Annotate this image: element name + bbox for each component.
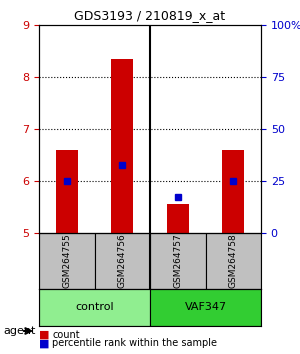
Title: GDS3193 / 210819_x_at: GDS3193 / 210819_x_at [74,9,226,22]
Text: control: control [75,302,114,312]
Text: VAF347: VAF347 [184,302,226,312]
Text: GSM264758: GSM264758 [229,234,238,288]
Bar [111,59,133,233]
Text: GSM264755: GSM264755 [62,234,71,288]
FancyBboxPatch shape [150,289,261,326]
Text: agent: agent [3,326,35,336]
FancyBboxPatch shape [94,233,150,289]
Bar [167,205,189,233]
FancyBboxPatch shape [39,289,150,326]
Bar [56,150,78,233]
Text: percentile rank within the sample: percentile rank within the sample [52,338,218,348]
Text: GSM264757: GSM264757 [173,234,182,288]
Text: count: count [52,330,80,339]
Bar [222,150,244,233]
Text: ■: ■ [39,330,50,339]
FancyBboxPatch shape [150,233,206,289]
Text: GSM264756: GSM264756 [118,234,127,288]
FancyBboxPatch shape [39,233,94,289]
FancyBboxPatch shape [206,233,261,289]
Text: ■: ■ [39,338,50,348]
